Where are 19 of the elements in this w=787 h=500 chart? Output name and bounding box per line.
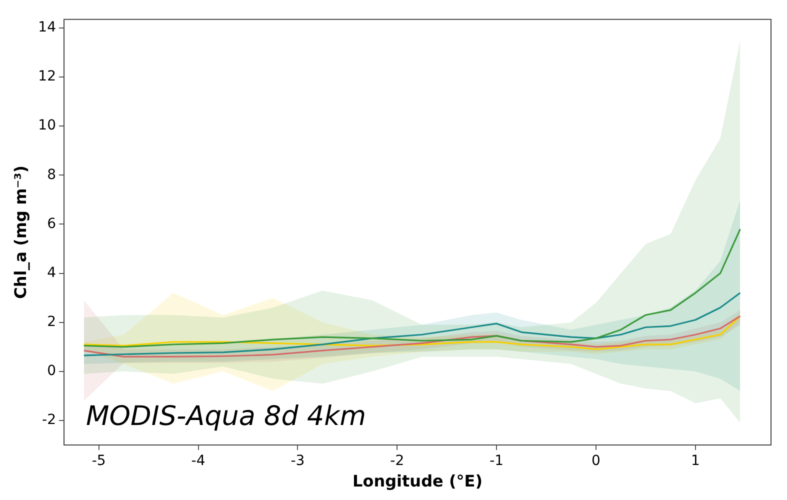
annotation: MODIS-Aqua 8d 4km: [86, 401, 366, 432]
y-tick-label: 8: [47, 166, 56, 183]
y-tick-label: 2: [47, 314, 56, 330]
y-tick-label: 0: [47, 363, 56, 380]
x-axis-title: Longitude (°E): [352, 472, 482, 491]
x-tick-label: 1: [690, 453, 700, 470]
y-tick-label: 6: [47, 216, 56, 232]
y-tick-label: 10: [38, 118, 56, 134]
y-tick-label: 12: [38, 68, 56, 85]
y-axis-title: Chl_a (mg m⁻³): [10, 165, 30, 299]
x-tick-label: -3: [290, 453, 305, 470]
x-tick-label: -2: [390, 453, 404, 470]
x-tick-label: -5: [92, 453, 106, 470]
y-tick-label: -2: [42, 412, 56, 428]
y-tick-label: 14: [38, 20, 56, 36]
x-tick-label: 0: [592, 453, 600, 470]
x-tick-label: -1: [490, 453, 504, 470]
y-tick-label: 4: [47, 264, 56, 281]
x-tick-label: -4: [191, 453, 206, 470]
